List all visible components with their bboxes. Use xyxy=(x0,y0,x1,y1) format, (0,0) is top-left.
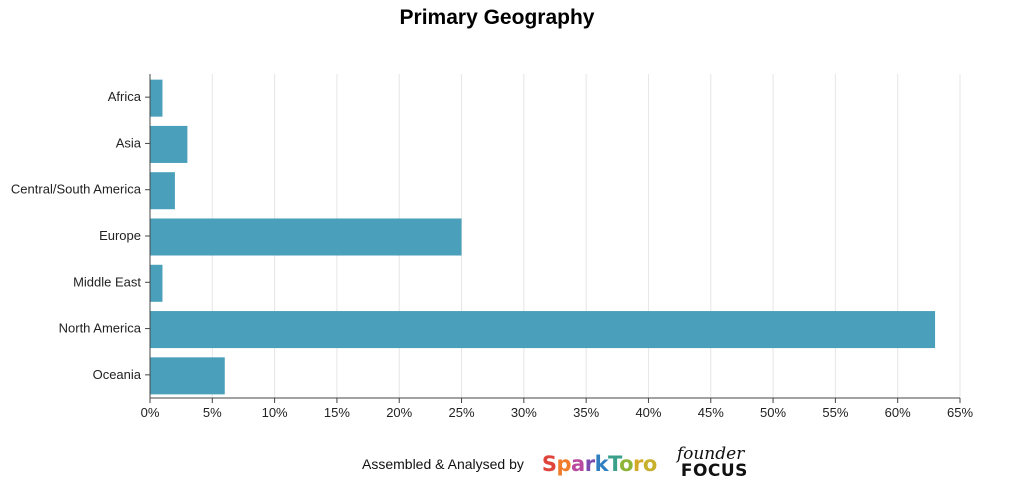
sparktoro-logo-letter: T xyxy=(608,452,620,476)
sparktoro-logo-letter: r xyxy=(584,452,595,476)
x-tick-label: 50% xyxy=(760,405,786,420)
y-tick-label: Africa xyxy=(108,89,142,104)
sparktoro-logo-letter: o xyxy=(619,452,634,476)
x-tick-label: 5% xyxy=(203,405,222,420)
sparktoro-logo-letter: k xyxy=(594,452,609,476)
bar xyxy=(150,264,163,302)
x-tick-label: 55% xyxy=(822,405,848,420)
sparktoro-logo-letter: o xyxy=(642,452,657,476)
bar xyxy=(150,79,163,117)
x-tick-label: 30% xyxy=(511,405,537,420)
sparktoro-logo-letter: p xyxy=(556,452,572,476)
bar xyxy=(150,357,225,395)
y-tick-label: Oceania xyxy=(93,367,142,382)
x-tick-label: 35% xyxy=(573,405,599,420)
sparktoro-logo[interactable]: SparkToro xyxy=(542,452,657,476)
x-tick-label: 45% xyxy=(698,405,724,420)
y-tick-label: Central/South America xyxy=(11,182,142,197)
bar xyxy=(150,218,462,256)
founder-focus-logo[interactable]: founder FOCUS xyxy=(673,444,748,482)
founder-focus-logo-bottom: FOCUS xyxy=(680,461,748,481)
y-tick-label: Asia xyxy=(116,135,142,150)
sparktoro-logo-letter: a xyxy=(571,452,585,476)
founder-focus-logo-top: founder xyxy=(676,444,745,464)
sparktoro-logo-letter: r xyxy=(633,452,643,476)
footer: Assembled & Analysed by SparkToro founde… xyxy=(362,444,748,482)
x-tick-label: 0% xyxy=(141,405,160,420)
y-tick-label: Middle East xyxy=(73,274,141,289)
x-tick-label: 65% xyxy=(947,405,973,420)
bar xyxy=(150,172,175,210)
y-tick-label: Europe xyxy=(99,228,141,243)
sparktoro-logo-letter: S xyxy=(541,452,557,476)
x-tick-label: 20% xyxy=(386,405,412,420)
x-tick-label: 40% xyxy=(635,405,661,420)
bar xyxy=(150,125,188,163)
chart-title: Primary Geography xyxy=(399,6,595,29)
bar xyxy=(150,311,936,349)
x-tick-label: 60% xyxy=(885,405,911,420)
footer-attribution-text: Assembled & Analysed by xyxy=(362,456,524,472)
y-tick-label: North America xyxy=(59,321,142,336)
x-tick-label: 25% xyxy=(449,405,475,420)
x-tick-label: 10% xyxy=(262,405,288,420)
x-tick-label: 15% xyxy=(324,405,350,420)
bar-chart: 0% 5% 10% 15% 20% 25% 30% 35% 40% 45% 50% 55% 60% 65%… xyxy=(11,74,973,420)
